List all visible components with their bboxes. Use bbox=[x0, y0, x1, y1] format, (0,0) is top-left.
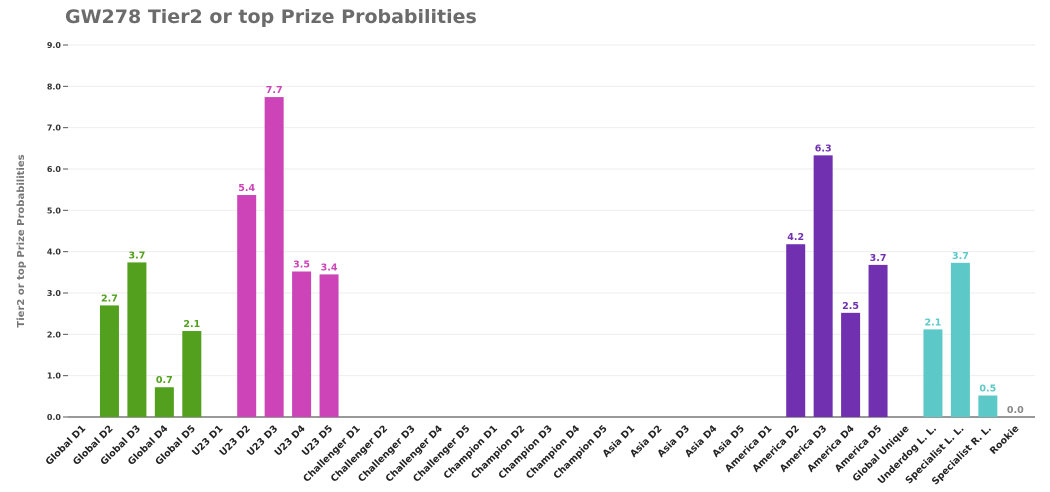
bar bbox=[99, 305, 119, 417]
x-tick-label: Rookie bbox=[988, 423, 1022, 457]
bar bbox=[950, 262, 970, 417]
y-tick-label: 3.0 bbox=[47, 289, 62, 298]
y-tick-label: 9.0 bbox=[47, 41, 62, 50]
data-label: 3.7 bbox=[870, 253, 887, 264]
data-label: 0.7 bbox=[156, 375, 173, 386]
data-label: 3.4 bbox=[321, 262, 338, 273]
data-label: 2.1 bbox=[925, 317, 942, 328]
y-tick-label: 2.0 bbox=[47, 330, 62, 339]
y-tick-label: 7.0 bbox=[47, 124, 62, 133]
y-tick-label: 4.0 bbox=[47, 248, 62, 257]
data-label: 0.5 bbox=[979, 384, 996, 395]
bar bbox=[237, 195, 257, 417]
bar bbox=[127, 262, 147, 417]
bar bbox=[978, 395, 998, 417]
bar bbox=[182, 331, 202, 417]
data-label: 7.7 bbox=[266, 85, 283, 96]
bar bbox=[292, 271, 312, 417]
grid-lines bbox=[68, 44, 1035, 418]
bar bbox=[813, 155, 833, 418]
data-label: 5.4 bbox=[238, 183, 255, 194]
data-label: 4.2 bbox=[787, 232, 804, 243]
y-tick-label: 8.0 bbox=[47, 82, 62, 91]
bar bbox=[319, 274, 339, 417]
y-tick-label: 5.0 bbox=[47, 206, 62, 215]
data-label: 3.5 bbox=[293, 260, 310, 271]
bar bbox=[868, 264, 888, 417]
data-label: 3.7 bbox=[128, 250, 145, 261]
bar bbox=[841, 312, 861, 417]
y-tick-label: 6.0 bbox=[47, 165, 62, 174]
bar bbox=[786, 244, 806, 417]
data-label: 6.3 bbox=[815, 143, 832, 154]
chart-title: GW278 Tier2 or top Prize Probabilities bbox=[65, 6, 477, 28]
bar bbox=[264, 97, 284, 417]
y-tick-label: 0.0 bbox=[47, 413, 62, 422]
bars bbox=[99, 97, 998, 418]
bar bbox=[923, 329, 943, 417]
bar bbox=[154, 387, 174, 417]
data-label: 3.7 bbox=[952, 251, 969, 262]
data-label: 2.1 bbox=[183, 319, 200, 330]
data-label: 2.5 bbox=[842, 301, 859, 312]
data-label: 0.0 bbox=[1007, 405, 1024, 416]
data-label: 2.7 bbox=[101, 293, 118, 304]
y-tick-label: 1.0 bbox=[47, 372, 62, 381]
y-axis-title: Tier2 or top Prize Probabilities bbox=[16, 154, 27, 327]
